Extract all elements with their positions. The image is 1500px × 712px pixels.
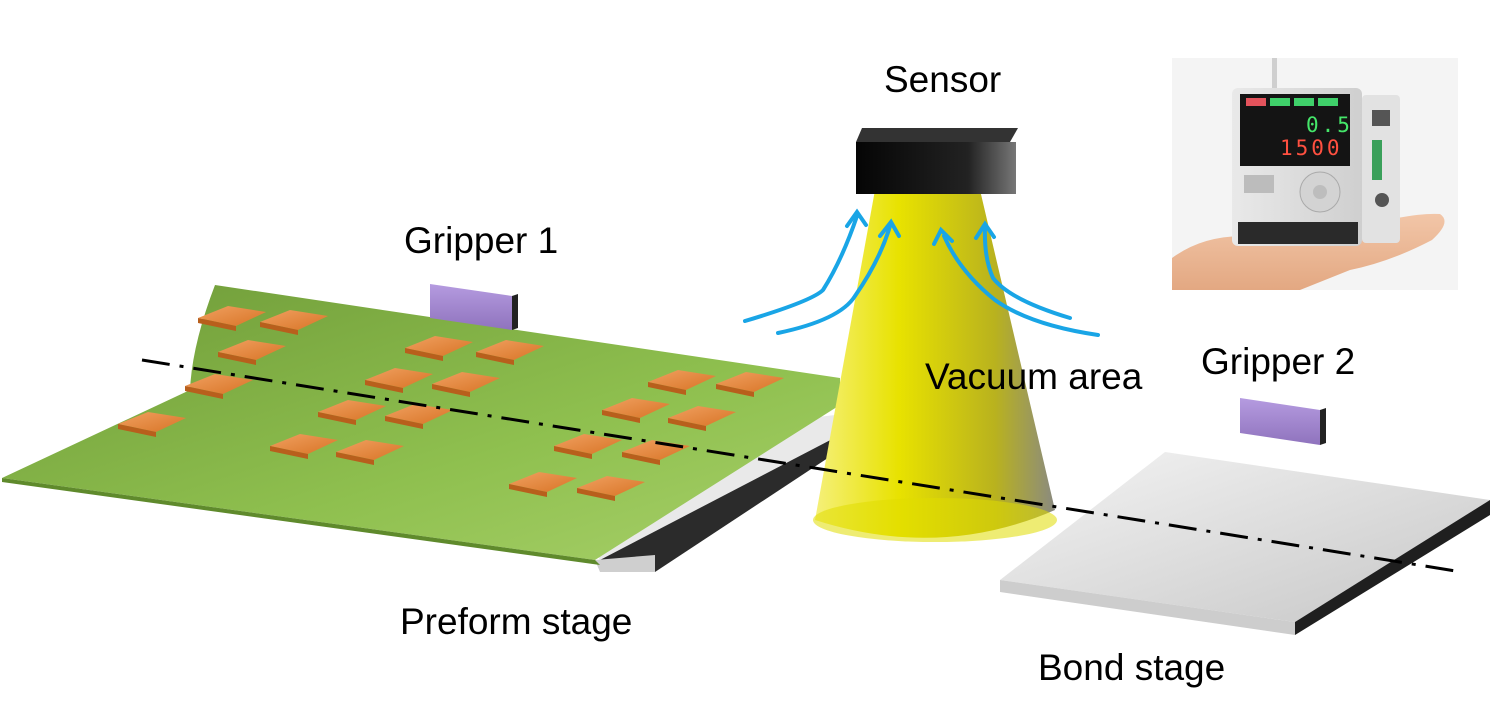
chip [336, 440, 404, 460]
arrowhead [932, 226, 954, 246]
chip-edge [318, 412, 356, 425]
chip [365, 368, 433, 388]
vacuum-cone [813, 190, 1057, 542]
chip-edge [509, 484, 547, 497]
airflow-arrow [743, 214, 859, 323]
chip-edge [336, 452, 374, 465]
sensor-label: Sensor [884, 59, 1002, 100]
chip [554, 434, 622, 454]
arrowhead [845, 208, 868, 228]
chip [385, 404, 453, 424]
chip-edge [668, 418, 706, 431]
airflow-arrow [982, 226, 1072, 320]
chip-edge [260, 322, 298, 335]
bond-stage-label: Bond stage [1038, 647, 1226, 688]
airflow-arrow [776, 224, 892, 335]
chip [432, 372, 500, 392]
chip [577, 476, 645, 496]
chip-edge [554, 446, 592, 459]
arrowhead [878, 218, 901, 238]
chip [716, 372, 784, 392]
chip [648, 370, 716, 390]
bond-stage [1000, 452, 1490, 635]
device-readout-top: 0.5 [1306, 113, 1353, 137]
gripper-1 [430, 284, 518, 330]
chip-edge [365, 380, 403, 393]
chip-edge [716, 384, 754, 397]
alignment-axis [141, 358, 1463, 574]
chip-edge [602, 410, 640, 423]
chip-edge [185, 386, 223, 399]
chip [476, 340, 544, 360]
chip [218, 340, 286, 360]
gripper-1-label: Gripper 1 [404, 220, 559, 261]
chip [198, 306, 266, 326]
chip-edge [118, 424, 156, 437]
chip-edge [405, 348, 443, 361]
chip [270, 434, 338, 454]
chip-array [118, 306, 784, 501]
chip-edge [476, 352, 514, 365]
preform-stage-label: Preform stage [400, 601, 633, 642]
chip-edge [385, 416, 423, 429]
sensor-device-photo [1172, 58, 1458, 290]
chip [185, 374, 253, 394]
sensor-block [856, 128, 1018, 194]
chip [602, 398, 670, 418]
vacuum-area-label: Vacuum area [925, 356, 1143, 397]
arrowhead [974, 220, 996, 240]
chip-edge [622, 452, 660, 465]
chip [260, 310, 328, 330]
chip-edge [270, 446, 308, 459]
chip [318, 400, 386, 420]
chip [509, 472, 577, 492]
gripper-2 [1240, 398, 1326, 445]
airflow-arrow [942, 234, 1100, 337]
chip-edge [198, 318, 236, 331]
chip-edge [577, 488, 615, 501]
chip [668, 406, 736, 426]
airflow-arrows [743, 208, 1100, 337]
chip-edge [648, 382, 686, 395]
device-readout-bottom: 1500 [1280, 136, 1343, 160]
chip-edge [218, 352, 256, 365]
gripper-2-label: Gripper 2 [1201, 341, 1356, 382]
chip-edge [432, 384, 470, 397]
chip [405, 336, 473, 356]
chip [118, 412, 186, 432]
